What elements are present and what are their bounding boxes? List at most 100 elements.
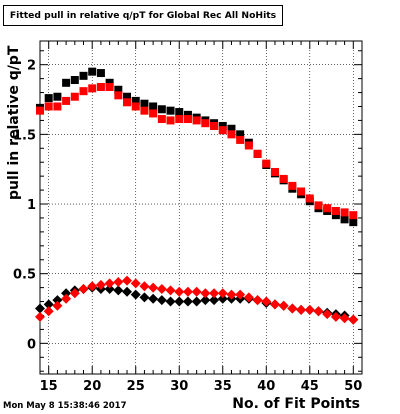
data-point-square [175, 108, 184, 117]
x-tick-label: 35 [214, 379, 232, 394]
data-point-square [314, 201, 323, 210]
data-point-square [44, 94, 53, 103]
data-point-square [349, 211, 358, 220]
data-point-diamond [104, 284, 115, 295]
data-point-square [166, 106, 175, 115]
data-point-diamond [174, 286, 185, 297]
timestamp-label: Mon May 8 15:38:46 2017 [3, 401, 127, 411]
data-point-square [70, 92, 79, 101]
data-point-square [123, 92, 132, 101]
data-point-diamond [243, 292, 254, 303]
data-point-square [149, 109, 158, 118]
data-point-diamond [182, 286, 193, 297]
data-point-square [340, 215, 349, 224]
data-point-square [183, 110, 192, 119]
data-point-square [340, 208, 349, 217]
data-point-diamond [78, 284, 89, 295]
data-point-square [157, 105, 166, 114]
data-point-diamond [269, 299, 280, 310]
data-point-square [114, 85, 123, 94]
data-point-diamond [139, 292, 150, 303]
data-point-diamond [139, 281, 150, 292]
data-point-diamond [313, 306, 324, 317]
data-point-square [123, 98, 132, 107]
data-point-square [53, 102, 62, 111]
data-point-diamond [148, 293, 159, 304]
x-tick-label: 20 [83, 379, 101, 394]
data-point-square [79, 71, 88, 80]
data-point-square [253, 149, 262, 158]
data-point-diamond [95, 279, 106, 290]
data-point-square [140, 99, 149, 108]
data-point-square [210, 121, 219, 130]
data-point-diamond [304, 304, 315, 315]
data-point-square [105, 82, 114, 91]
data-point-diamond [113, 277, 124, 288]
data-point-diamond [52, 300, 63, 311]
data-point-square [36, 106, 44, 115]
data-point-square [149, 102, 158, 111]
data-point-diamond [148, 282, 159, 293]
data-point-diamond [217, 288, 228, 299]
data-point-square [331, 211, 340, 220]
data-point-square [218, 126, 227, 135]
data-point-square [244, 141, 253, 150]
data-point-square [88, 67, 97, 76]
data-point-diamond [69, 288, 80, 299]
data-point-diamond [209, 295, 220, 306]
data-point-square [62, 78, 71, 87]
data-point-square [157, 115, 166, 124]
data-point-diamond [61, 288, 72, 299]
y-tick-label: 0 [27, 337, 36, 352]
data-point-square [131, 96, 140, 105]
data-point-square [96, 82, 105, 91]
data-point-diamond [35, 303, 45, 314]
y-tick-label: 1 [27, 198, 36, 213]
data-point-diamond [165, 285, 176, 296]
data-point-diamond [287, 303, 298, 314]
data-point-square [236, 135, 245, 144]
data-point-square [166, 116, 175, 125]
data-point-diamond [130, 289, 141, 300]
data-point-diamond [130, 278, 141, 289]
data-point-square [88, 84, 97, 93]
y-axis-label: pull in relative q/pT [6, 45, 22, 200]
data-point-diamond [200, 288, 211, 299]
data-point-diamond [261, 296, 272, 307]
data-point-diamond [122, 286, 133, 297]
x-axis-label: No. of Fit Points [232, 396, 360, 412]
data-point-diamond [348, 314, 359, 325]
data-point-square [305, 194, 314, 203]
data-point-diamond [235, 289, 246, 300]
y-tick-label: 2 [27, 59, 36, 74]
data-point-square [349, 218, 358, 227]
data-point-square [140, 106, 149, 115]
data-point-diamond [200, 295, 211, 306]
data-point-diamond [104, 278, 115, 289]
data-point-square [279, 174, 288, 183]
data-point-diamond [61, 293, 72, 304]
data-point-square [183, 115, 192, 124]
chart-title: Fitted pull in relative q/pT for Global … [3, 5, 283, 26]
x-tick-label: 30 [170, 379, 188, 394]
data-point-square [96, 69, 105, 78]
data-point-diamond [209, 288, 220, 299]
data-point-square [44, 102, 53, 111]
data-point-square [218, 121, 227, 130]
x-tick-label: 50 [344, 379, 362, 394]
data-point-square [53, 92, 62, 101]
y-tick-label: 1.5 [13, 128, 36, 143]
y-tick-label: 0.5 [13, 268, 36, 283]
data-point-square [131, 102, 140, 111]
data-point-diamond [35, 311, 45, 322]
data-point-diamond [113, 285, 124, 296]
plot-frame [39, 40, 363, 375]
data-point-diamond [217, 293, 228, 304]
data-point-square [236, 130, 245, 139]
data-point-diamond [296, 304, 307, 315]
data-point-square [227, 130, 236, 139]
data-point-square [114, 91, 123, 100]
data-point-square [227, 124, 236, 133]
data-point-square [323, 204, 332, 213]
